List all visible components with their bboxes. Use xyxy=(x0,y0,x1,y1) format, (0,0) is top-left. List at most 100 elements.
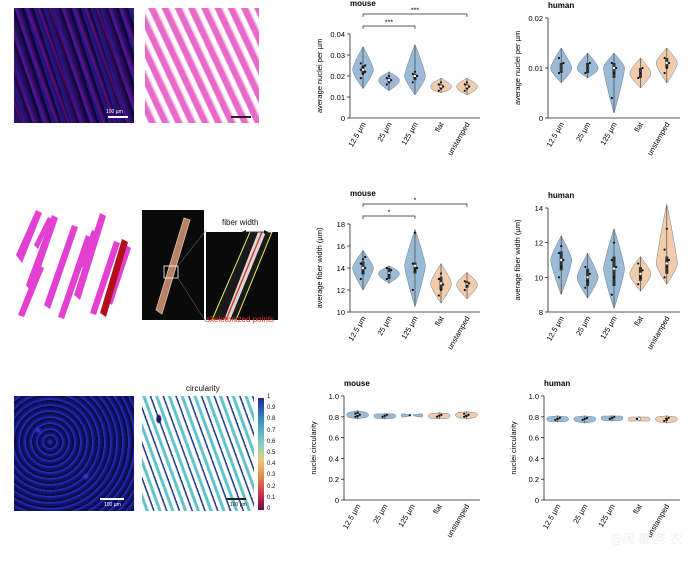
data-point xyxy=(356,411,359,414)
data-point xyxy=(364,64,367,67)
data-point xyxy=(385,83,388,86)
x-tick-label: unstamped xyxy=(445,503,471,540)
data-point xyxy=(665,265,668,269)
box xyxy=(612,256,616,286)
box xyxy=(665,256,669,274)
colorbar-tick-label: 0.2 xyxy=(267,483,276,490)
data-point xyxy=(359,262,362,265)
y-tick-label: 14 xyxy=(535,204,543,213)
median-point xyxy=(410,414,414,417)
chart-title: mouse xyxy=(350,0,376,8)
data-point xyxy=(558,416,561,419)
x-tick-label: 125 µm xyxy=(598,315,618,341)
x-tick-label: 25 µm xyxy=(574,315,592,338)
circ-scale-label: 100 µm xyxy=(230,502,247,508)
zoom-lines xyxy=(177,229,207,323)
data-point xyxy=(639,71,642,75)
circularity-map: 100 µm xyxy=(142,396,254,511)
data-point xyxy=(584,265,587,269)
chart-fiber-mouse: mouse 10 12 14 16 18 average fiber width (µm) 1… xyxy=(315,190,480,351)
scale-bar-label: 100 µm xyxy=(106,109,123,115)
data-point xyxy=(359,77,362,80)
data-point xyxy=(665,66,668,70)
stained-section-image xyxy=(145,8,259,123)
data-point xyxy=(463,280,466,283)
data-point xyxy=(463,83,466,86)
data-point xyxy=(465,87,469,90)
median-point xyxy=(612,267,616,270)
y-tick-label: 0 xyxy=(535,496,539,505)
colorbar-tick-label: 0.6 xyxy=(267,438,276,445)
data-point xyxy=(440,413,443,416)
data-point xyxy=(586,279,589,282)
data-point xyxy=(667,258,671,262)
median-point xyxy=(439,282,443,285)
data-point xyxy=(381,415,384,418)
chart-title: human xyxy=(548,1,574,10)
data-point xyxy=(639,276,642,279)
data-point xyxy=(557,276,561,279)
data-point xyxy=(468,282,471,285)
y-tick-label: 0.8 xyxy=(329,413,339,422)
data-point xyxy=(610,293,613,296)
data-point xyxy=(439,272,443,275)
data-point xyxy=(439,288,443,292)
scale-bar xyxy=(100,498,124,500)
y-tick-label: 0.6 xyxy=(329,434,339,443)
data-point xyxy=(359,277,362,281)
scale-bar xyxy=(108,116,128,118)
data-point xyxy=(411,262,414,265)
fiber-width-inset xyxy=(206,232,278,320)
data-point xyxy=(416,266,419,270)
y-tick-label: 0.01 xyxy=(330,93,345,102)
circularity-title: circularity xyxy=(186,384,220,393)
x-tick-label: 125 µm xyxy=(598,121,618,147)
y-tick-label: 0.8 xyxy=(529,413,539,422)
data-point xyxy=(439,81,443,84)
fluorescence-fiber-image: 100 µm xyxy=(14,8,134,123)
x-tick-label: 25 µm xyxy=(574,121,592,144)
y-tick-label: 0.6 xyxy=(529,434,539,443)
significance-label: *** xyxy=(385,20,393,27)
data-point xyxy=(364,266,367,270)
y-tick-label: 0 xyxy=(335,496,339,505)
data-point xyxy=(613,415,616,418)
scale-bar xyxy=(226,498,246,500)
significance-bracket xyxy=(362,215,416,219)
data-point xyxy=(581,418,584,422)
data-point xyxy=(442,85,445,88)
data-point xyxy=(442,283,445,286)
significance-label: * xyxy=(414,198,417,205)
significance-label: * xyxy=(388,210,391,217)
y-tick-label: 16 xyxy=(337,242,345,251)
data-point xyxy=(612,241,616,244)
data-point xyxy=(608,417,611,420)
y-tick-label: 0.02 xyxy=(528,14,543,23)
data-point xyxy=(463,89,466,92)
data-point xyxy=(641,269,644,272)
x-tick-label: 25 µm xyxy=(571,503,589,526)
scale-bar xyxy=(231,116,251,118)
y-axis-label: nuclei circularity xyxy=(309,421,318,475)
colorbar-tick-label: 1 xyxy=(267,394,271,400)
data-point xyxy=(411,288,414,292)
x-tick-label: 125 µm xyxy=(399,121,419,147)
x-tick-label: 12.5 µm xyxy=(341,503,362,531)
significance-label: *** xyxy=(411,8,419,15)
data-point xyxy=(635,417,639,420)
x-tick-label: unstamped xyxy=(645,121,671,158)
x-tick-label: 12.5 µm xyxy=(346,315,367,343)
data-point xyxy=(435,415,439,418)
colorbar-tick-label: 0.5 xyxy=(267,450,276,456)
data-point xyxy=(387,81,391,84)
data-point xyxy=(411,72,414,75)
x-tick-label: 12.5 µm xyxy=(346,121,367,149)
x-tick-label: flat xyxy=(631,502,644,516)
data-point xyxy=(637,76,640,80)
y-tick-label: 1.0 xyxy=(529,392,539,401)
data-point xyxy=(562,61,565,65)
data-point xyxy=(438,414,441,417)
data-point xyxy=(583,417,586,420)
data-point xyxy=(387,273,391,276)
data-point xyxy=(585,416,589,419)
